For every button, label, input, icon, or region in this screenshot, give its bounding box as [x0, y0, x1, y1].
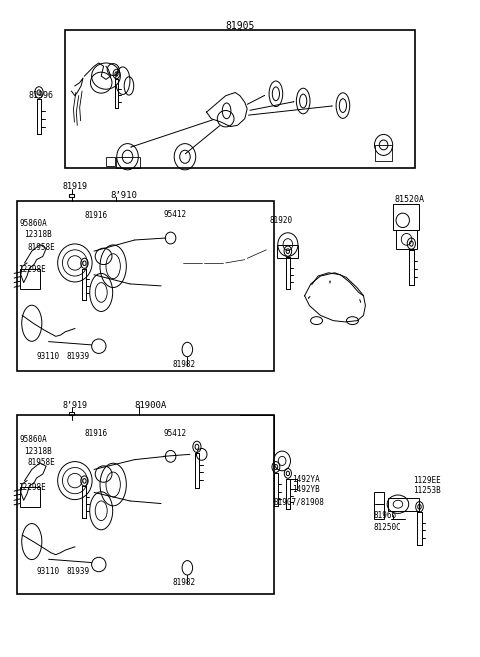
Text: 81919: 81919	[63, 183, 88, 191]
Text: 93110: 93110	[36, 566, 60, 576]
Text: 81900A: 81900A	[135, 401, 167, 411]
Bar	[396, 230, 417, 248]
Text: 12298E: 12298E	[18, 483, 46, 491]
Text: 81958E: 81958E	[27, 459, 55, 467]
Text: 81907/81908: 81907/81908	[274, 497, 324, 506]
Bar	[17, 200, 274, 371]
Bar	[69, 412, 74, 415]
Bar	[69, 194, 74, 197]
Text: 12318B: 12318B	[24, 447, 51, 455]
Bar	[17, 415, 274, 594]
Text: 81982: 81982	[173, 360, 196, 369]
Text: 81982: 81982	[173, 578, 196, 587]
Text: 1492YA: 1492YA	[292, 475, 320, 484]
Text: 81939: 81939	[67, 566, 90, 576]
Text: 81916: 81916	[84, 429, 108, 438]
Bar	[375, 145, 392, 162]
Text: 1129EE: 1129EE	[413, 476, 441, 485]
Text: 12298E: 12298E	[18, 265, 46, 274]
Text: 81939: 81939	[67, 351, 90, 361]
Text: 8’919: 8’919	[63, 401, 88, 411]
Bar	[277, 244, 299, 258]
Bar	[374, 492, 384, 518]
Bar	[20, 269, 40, 289]
Text: 95412: 95412	[163, 429, 187, 438]
Text: 1492YB: 1492YB	[292, 485, 320, 493]
Text: 81920: 81920	[270, 216, 293, 225]
Text: 11253B: 11253B	[413, 486, 441, 495]
Text: 95412: 95412	[163, 210, 187, 219]
Text: 81966: 81966	[373, 511, 396, 520]
Text: 81958E: 81958E	[27, 242, 55, 252]
Text: 8’910: 8’910	[111, 191, 138, 200]
Bar	[116, 157, 141, 168]
Bar	[65, 30, 415, 168]
Bar	[388, 497, 420, 510]
Text: 81905: 81905	[225, 20, 255, 31]
Text: 12318B: 12318B	[24, 230, 51, 239]
Text: 95860A: 95860A	[20, 219, 48, 228]
Bar	[393, 204, 420, 230]
Text: 81916: 81916	[84, 212, 108, 220]
Text: 81996: 81996	[28, 91, 53, 101]
Text: 81520A: 81520A	[395, 195, 425, 204]
Bar	[20, 487, 40, 507]
Text: 95860A: 95860A	[20, 436, 48, 444]
Text: 93110: 93110	[36, 351, 60, 361]
Text: 81250C: 81250C	[373, 523, 401, 532]
Bar	[106, 158, 115, 166]
